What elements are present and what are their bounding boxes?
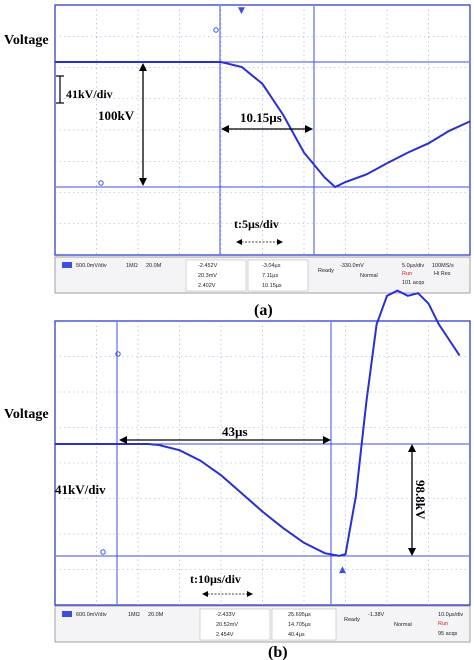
- readout-b-a2: 20.52mV: [216, 622, 238, 628]
- state-b: Ready: [344, 617, 360, 623]
- readout-a1: -2.452V: [198, 263, 218, 269]
- trigger-marker-a: ▼: [238, 6, 245, 16]
- bw-a: 20.0M: [146, 263, 162, 269]
- voltage-trace-b: [55, 289, 461, 557]
- readout-a2: 20.3mV: [198, 273, 217, 279]
- timebase-a: 5.0µs/div: [402, 263, 424, 269]
- marker-dot-b1: [115, 351, 121, 357]
- marker-dot-a2: [98, 180, 104, 186]
- hires-a: Hi Res: [434, 271, 451, 277]
- amplitude-label-a: 100kV: [98, 108, 135, 123]
- readout-bar-b: 600.0mV/div 1MΩ 20.0M -2.433V 20.52mV 2.…: [54, 605, 471, 643]
- vdiv-label-b: 41kV/div: [55, 482, 106, 497]
- bw-b: 20.0M: [148, 612, 164, 618]
- trigger-level-b: -1.38V: [368, 612, 385, 618]
- readout-b-b3: 40.4µs: [288, 632, 305, 638]
- channel-scale-a: 500.0mV/div: [76, 263, 107, 269]
- trigger-marker-b: ▲: [339, 565, 346, 575]
- grid-b: [55, 321, 470, 605]
- acqs-a: 101 acqs: [402, 280, 425, 286]
- voltage-trace-a: [55, 61, 471, 189]
- timebase-b: 10.0µs/div: [438, 612, 463, 618]
- marker-dot-b2: [100, 549, 106, 555]
- caption-b: (b): [268, 644, 288, 660]
- readout-b2: 7.11µs: [262, 273, 278, 279]
- sample-rate-a: 100MS/s: [432, 263, 454, 269]
- fall-time-label-a: 10.15µs: [240, 110, 282, 125]
- mode-b: Normal: [394, 622, 412, 628]
- run-a: Run: [402, 271, 412, 277]
- channel-scale-b: 600.0mV/div: [76, 612, 107, 618]
- fall-time-label-b: 43µs: [222, 424, 248, 439]
- vdiv-label-a: 41kV/div: [66, 87, 113, 101]
- mode-a: Normal: [360, 273, 378, 279]
- marker-dot-a1: [213, 27, 219, 33]
- grid-a: [55, 5, 470, 255]
- tdiv-label-a: t:5µs/div: [234, 217, 279, 231]
- readout-b-b2: 14.705µs: [288, 622, 311, 628]
- caption-a: (a): [254, 302, 273, 319]
- impedance-a: 1MΩ: [126, 263, 138, 269]
- readout-b1: -3.04µs: [262, 263, 281, 269]
- impedance-b: 1MΩ: [128, 612, 140, 618]
- tdiv-label-b: t:10µs/div: [190, 572, 241, 586]
- ylabel-a: Voltage: [4, 33, 49, 48]
- panel-b: Voltage ▲ 43µs 41kV/div 98.8kV t:10µs/di…: [4, 289, 471, 660]
- readout-b-b1: 25.695µs: [288, 612, 311, 618]
- readout-a3: 2.402V: [198, 283, 216, 289]
- readout-bar-a: 500.0mV/div 1MΩ 20.0M -2.452V 20.3mV 2.4…: [54, 256, 471, 294]
- amplitude-label-b: 98.8kV: [413, 480, 428, 520]
- run-b: Run: [438, 621, 448, 627]
- state-a: Ready: [318, 268, 334, 274]
- panel-a: Voltage ▼ 41kV/div 100kV 10.15µs t:5µs/d…: [4, 4, 471, 319]
- trigger-level-a: -330.0mV: [340, 263, 364, 269]
- ylabel-b: Voltage: [4, 407, 49, 422]
- readout-b-a3: 2.454V: [216, 632, 234, 638]
- acqs-b: 95 acqs: [438, 631, 458, 637]
- readout-b-a1: -2.433V: [216, 612, 236, 618]
- readout-b3: 10.15µs: [262, 283, 282, 289]
